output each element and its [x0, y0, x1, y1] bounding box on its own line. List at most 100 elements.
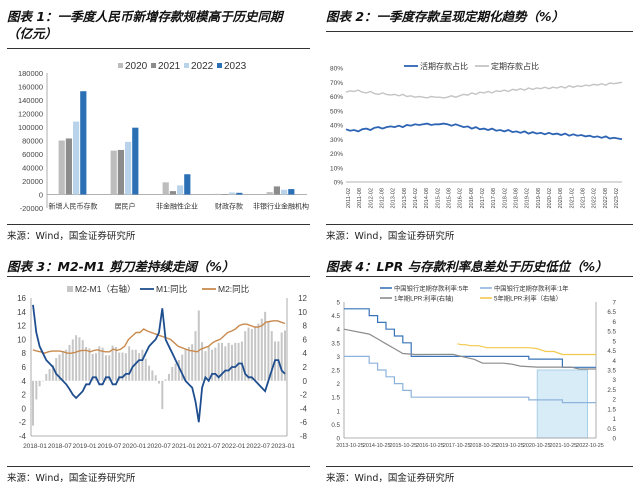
- x-tick-label: 2019-08: [536, 188, 542, 209]
- x-tick-label: 2013-10-25: [336, 443, 364, 449]
- y-tick-label: 6: [22, 363, 27, 372]
- y-tick-label: 14: [17, 308, 26, 317]
- x-tick-label: 2020-07: [147, 443, 171, 450]
- panel4-title: 图表 4：LPR 与存款利率息差处于历史低位（%）: [326, 259, 608, 274]
- y-tick-label: 30%: [330, 137, 343, 144]
- x-tick-label: 2022-10-25: [576, 443, 604, 449]
- bar-2021: [169, 191, 176, 195]
- bar-m2-m1: [280, 332, 283, 381]
- x-tick-label: 2014-10-25: [363, 443, 391, 449]
- y2-tick-label: 1.5: [607, 406, 616, 413]
- bar-m2-m1: [131, 349, 134, 381]
- y-tick-label: 0.5: [331, 422, 340, 429]
- y2-tick-label: 4: [303, 349, 308, 358]
- bar-m2-m1: [75, 335, 78, 381]
- legend-label-定期存款占比: 定期存款占比: [491, 61, 539, 71]
- series-line-中国银行定期存款利率:5年: [344, 308, 596, 368]
- bar-m2-m1: [184, 349, 187, 381]
- bar-m2-m1: [68, 344, 71, 381]
- y-tick-label: 120000: [18, 110, 43, 119]
- bar-m2-m1: [104, 355, 107, 381]
- y2-tick-label: -2: [300, 391, 308, 400]
- y-tick-label: 2: [22, 391, 27, 400]
- bar-m2-m1: [201, 342, 204, 381]
- bar-2021: [117, 149, 124, 195]
- panel4-title-rule: [326, 276, 633, 277]
- bar-m2-m1: [221, 342, 223, 381]
- y-tick-label: 1: [337, 408, 341, 415]
- bar-m2-m1: [284, 330, 286, 381]
- bar-m2-m1: [38, 380, 41, 387]
- bar-m2-m1: [187, 346, 190, 381]
- y-tick-label: 2.5: [331, 368, 340, 375]
- x-tick-label: 2023-01: [271, 443, 295, 450]
- bar-2021: [273, 186, 280, 195]
- bar-m2-m1: [197, 310, 200, 381]
- bar-m2-m1: [55, 358, 58, 381]
- y2-tick-label: 1: [613, 416, 617, 423]
- x-tick-label: 2019-01: [73, 443, 97, 450]
- panel3-title: 图表 3：M2-M1 剪刀差持续走阔（%）: [7, 259, 235, 274]
- bar-m2-m1: [32, 380, 34, 426]
- y2-tick-label: 4.5: [607, 348, 616, 355]
- panel2-title: 图表 2：一季度存款呈现定期化趋势（%）: [326, 9, 565, 24]
- legend-label-2020: 2020: [125, 61, 148, 72]
- x-tick-label: 2020-08: [558, 188, 564, 209]
- bar-m2-m1: [254, 326, 257, 381]
- x-tick-label: 2020-01: [122, 443, 146, 450]
- bar-2020: [266, 192, 273, 195]
- y-tick-label: 100000: [18, 123, 43, 132]
- bar-m2-m1: [174, 363, 177, 381]
- legend-label-1年期LPR:利率(右轴): 1年期LPR:利率(右轴): [394, 294, 453, 303]
- x-tick-label: 2013-02: [391, 188, 397, 209]
- bar-m2-m1: [264, 311, 267, 381]
- bar-2023: [80, 91, 87, 195]
- y2-tick-label: 2.5: [607, 387, 616, 394]
- bar-m2-m1: [250, 329, 253, 381]
- y2-tick-label: 7: [613, 300, 617, 307]
- y2-tick-label: 6: [613, 319, 617, 326]
- bar-m2-m1: [95, 353, 97, 381]
- y2-tick-label: 5: [613, 338, 617, 345]
- x-tick-label: 2021-07: [197, 443, 221, 450]
- x-tick-label: 2011-08: [357, 188, 363, 208]
- x-tick-label: 2015-02: [435, 188, 441, 209]
- panel3-source-rule: [7, 466, 310, 467]
- x-tick-label: 2018-10-25: [470, 443, 498, 449]
- y2-tick-label: 2: [613, 397, 617, 404]
- bar-m2-m1: [158, 380, 160, 384]
- x-tick-label: 2015-10-25: [390, 443, 418, 449]
- bar-m2-m1: [151, 370, 154, 381]
- series-line-活期存款占比: [345, 122, 623, 141]
- bar-2023: [184, 174, 191, 195]
- bar-m2-m1: [48, 369, 51, 381]
- y-tick-label: 10: [17, 335, 26, 344]
- bar-2021: [221, 194, 228, 195]
- y2-tick-label: 6.5: [607, 309, 616, 316]
- y-tick-label: 80000: [22, 137, 43, 146]
- legend-label-2021: 2021: [158, 61, 181, 72]
- panel1-source: 来源：Wind，国金证券研究所: [7, 231, 136, 242]
- bar-m2-m1: [65, 349, 68, 381]
- x-tick-label: 2020-10-25: [523, 443, 551, 449]
- bar-2022: [177, 185, 184, 195]
- y-tick-label: 4.5: [331, 313, 340, 320]
- x-tick-label: 2019-07: [97, 443, 121, 450]
- legend-label-活期存款占比: 活期存款占比: [420, 61, 468, 71]
- y-tick-label: -4: [19, 432, 27, 441]
- bar-2020: [214, 193, 221, 195]
- bar-m2-m1: [118, 352, 121, 381]
- legend-label-m2-m1: M2-M1（右轴）: [75, 284, 135, 294]
- y-tick-label: 160000: [18, 83, 43, 92]
- legend-swatch-2021: [151, 63, 156, 68]
- bar-m2-m1: [148, 365, 151, 381]
- x-tick-label: 2021-08: [581, 188, 587, 209]
- legend-label-m1: M1:同比: [156, 284, 187, 294]
- y-tick-label: 4: [22, 377, 27, 386]
- y-tick-label: 80%: [330, 66, 343, 73]
- bar-m2-m1: [217, 342, 220, 381]
- category-label: 财政存款: [215, 202, 243, 211]
- bar-m2-m1: [181, 354, 184, 381]
- x-tick-label: 2021-10-25: [550, 443, 578, 449]
- y-tick-label: 5: [337, 300, 341, 307]
